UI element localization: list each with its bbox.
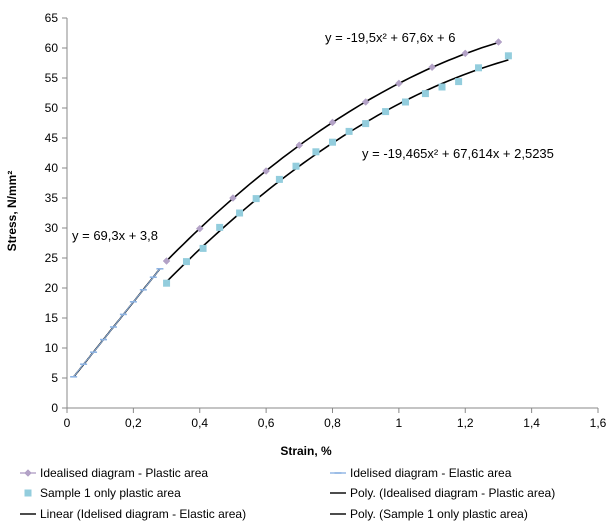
data-point-square	[329, 138, 336, 146]
data-point-square	[199, 244, 207, 252]
data-point-square	[275, 175, 283, 183]
data-point-square	[475, 64, 483, 72]
data-point-diamond	[428, 63, 436, 72]
legend-item: Idelised diagram - Elastic area	[330, 466, 512, 480]
x-tick-label: 1,4	[523, 416, 540, 430]
x-tick-label: 0	[64, 416, 71, 430]
x-tick-label: 0,4	[191, 416, 208, 430]
y-tick-label: 60	[45, 41, 59, 55]
legend-label: Idealised diagram - Plastic area	[40, 466, 208, 480]
y-tick-label: 55	[45, 71, 59, 85]
data-point-square	[362, 120, 370, 128]
y-tick-label: 65	[45, 11, 59, 25]
data-point-square	[163, 279, 171, 287]
legend-item: Poly. (Sample 1 only plastic area)	[330, 507, 528, 521]
y-tick-label: 35	[45, 191, 59, 205]
legend-item: Sample 1 only plastic area	[24, 486, 181, 500]
data-point-square	[216, 223, 224, 231]
data-point-diamond	[162, 257, 171, 265]
data-point-diamond	[328, 118, 337, 127]
data-point-square	[24, 489, 32, 497]
y-tick-label: 0	[51, 401, 58, 415]
x-tick-label: 1,6	[590, 416, 607, 430]
trendline-equation: y = -19,5x² + 67,6x + 6	[325, 30, 455, 45]
y-tick-label: 5	[51, 371, 58, 385]
y-tick-label: 20	[45, 281, 59, 295]
data-point-diamond	[461, 49, 470, 58]
data-point-square	[504, 52, 512, 60]
x-tick-label: 1	[396, 416, 403, 430]
y-tick-label: 50	[45, 101, 59, 115]
data-point-diamond	[295, 141, 304, 150]
data-point-square	[438, 83, 446, 91]
data-point-square	[455, 78, 463, 86]
trendline-equation: y = -19,465x² + 67,614x + 2,5235	[362, 146, 554, 161]
data-point-square	[292, 162, 300, 170]
x-tick-label: 0,8	[324, 416, 341, 430]
equation-labels: y = -19,5x² + 67,6x + 6 y = 69,3x + 3,8 y …	[72, 30, 554, 243]
x-tick-label: 0,2	[125, 416, 142, 430]
trendline-equation: y = 69,3x + 3,8	[72, 228, 158, 243]
data-point-square	[236, 209, 244, 217]
data-point-diamond	[361, 98, 370, 106]
series-markers	[70, 38, 512, 378]
axes: 0 0,2 0,4 0,6 0,8 1 1,2 1,4 1,6 0 5 10 15 20 25 30 35 40 4…	[45, 11, 607, 430]
legend-label: Poly. (Sample 1 only plastic area)	[350, 507, 528, 521]
y-tick-label: 45	[45, 131, 59, 145]
data-point-square	[382, 108, 390, 116]
trendline	[166, 59, 509, 283]
legend-label: Idelised diagram - Elastic area	[350, 466, 512, 480]
y-tick-label: 10	[45, 341, 59, 355]
legend-label: Linear (Idelised diagram - Elastic area)	[40, 507, 246, 521]
data-point-diamond	[24, 469, 32, 477]
data-point-diamond	[494, 38, 503, 46]
legend: Idealised diagram - Plastic area Idelised…	[20, 466, 555, 521]
legend-item: Idealised diagram - Plastic area	[20, 466, 208, 480]
x-tick-label: 0,6	[258, 416, 275, 430]
data-point-square	[182, 258, 190, 266]
data-point-square	[402, 98, 410, 106]
y-tick-label: 40	[45, 161, 59, 175]
data-point-diamond	[395, 79, 403, 88]
data-point-diamond	[262, 167, 270, 175]
x-tick-label: 1,2	[457, 416, 474, 430]
y-tick-label: 25	[45, 251, 59, 265]
y-axis-title: Stress, N/mm²	[5, 171, 19, 252]
series-line	[73, 268, 161, 378]
x-axis-title: Strain, %	[280, 444, 332, 458]
data-point-square	[421, 90, 429, 98]
legend-label: Poly. (Idealised diagram - Plastic area)	[350, 486, 555, 500]
y-tick-label: 15	[45, 311, 59, 325]
trendlines	[72, 41, 509, 378]
data-point-square	[345, 127, 353, 135]
legend-item: Linear (Idelised diagram - Elastic area)	[20, 507, 246, 521]
data-point-diamond	[195, 224, 204, 233]
data-point-diamond	[229, 194, 237, 202]
legend-label: Sample 1 only plastic area	[40, 486, 181, 500]
y-tick-label: 30	[45, 221, 59, 235]
data-point-square	[252, 195, 260, 203]
legend-item: Poly. (Idealised diagram - Plastic area)	[330, 486, 555, 500]
data-point-square	[312, 148, 320, 156]
